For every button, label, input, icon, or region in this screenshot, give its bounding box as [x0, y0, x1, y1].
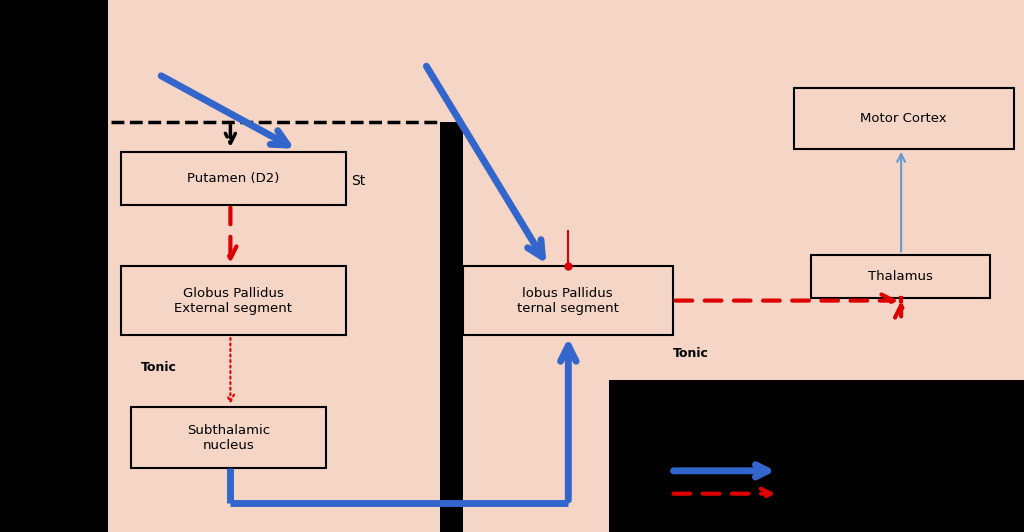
Text: Putamen (D2): Putamen (D2)	[187, 172, 280, 185]
Bar	[811, 255, 990, 298]
Text: Tonic: Tonic	[673, 347, 710, 360]
Text: Thalamus: Thalamus	[868, 270, 933, 283]
Bar	[121, 152, 346, 205]
Bar	[108, 0, 1024, 532]
Bar	[463, 266, 673, 335]
Text: Tonic: Tonic	[140, 361, 177, 373]
Bar	[794, 88, 1014, 149]
Bar	[440, 122, 463, 532]
Bar	[121, 266, 346, 335]
Text: Motor Cortex: Motor Cortex	[860, 112, 947, 125]
Text: St: St	[351, 174, 366, 188]
Text: Subthalamic
nucleus: Subthalamic nucleus	[186, 423, 270, 452]
Bar	[609, 380, 1024, 532]
Text: lobus Pallidus
ternal segment: lobus Pallidus ternal segment	[517, 287, 618, 314]
Text: Globus Pallidus
External segment: Globus Pallidus External segment	[174, 287, 293, 314]
Bar	[131, 407, 326, 468]
